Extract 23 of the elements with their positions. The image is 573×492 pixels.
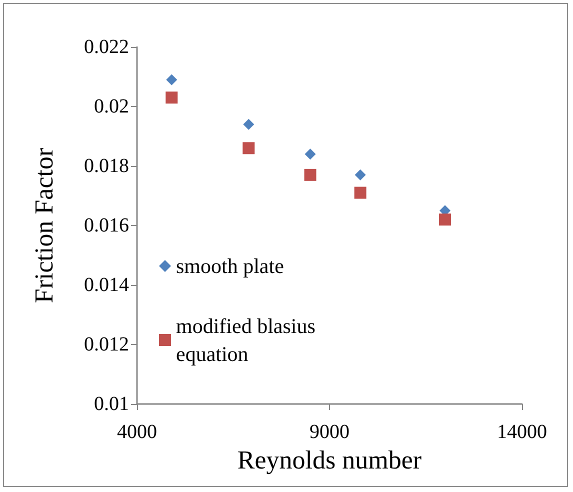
- point: [304, 148, 316, 160]
- point: [354, 186, 366, 199]
- y-tick-label: 0.02: [94, 96, 129, 118]
- y-axis-title: Friction Factor: [30, 148, 58, 304]
- x-tick-label: 9000: [310, 421, 350, 443]
- legend-label: smooth plate: [176, 254, 284, 278]
- point: [242, 142, 255, 154]
- y-tick-label: 0.014: [84, 274, 129, 296]
- point: [304, 168, 316, 181]
- legend-label: modified blasius equation: [176, 314, 321, 366]
- y-tick-label: 0.016: [84, 214, 129, 236]
- x-tick-label: 14000: [497, 421, 547, 443]
- y-tick-label: 0.022: [84, 36, 129, 58]
- x-axis-title: Reynolds number: [237, 445, 422, 474]
- y-tick-label: 0.012: [84, 334, 129, 356]
- y-tick-label: 0.01: [94, 393, 129, 415]
- point: [439, 214, 451, 226]
- point: [354, 169, 366, 180]
- point: [243, 118, 254, 130]
- x-tick-label: 4000: [117, 421, 157, 443]
- point: [166, 92, 178, 104]
- point: [166, 74, 178, 86]
- y-tick-label: 0.018: [84, 155, 129, 177]
